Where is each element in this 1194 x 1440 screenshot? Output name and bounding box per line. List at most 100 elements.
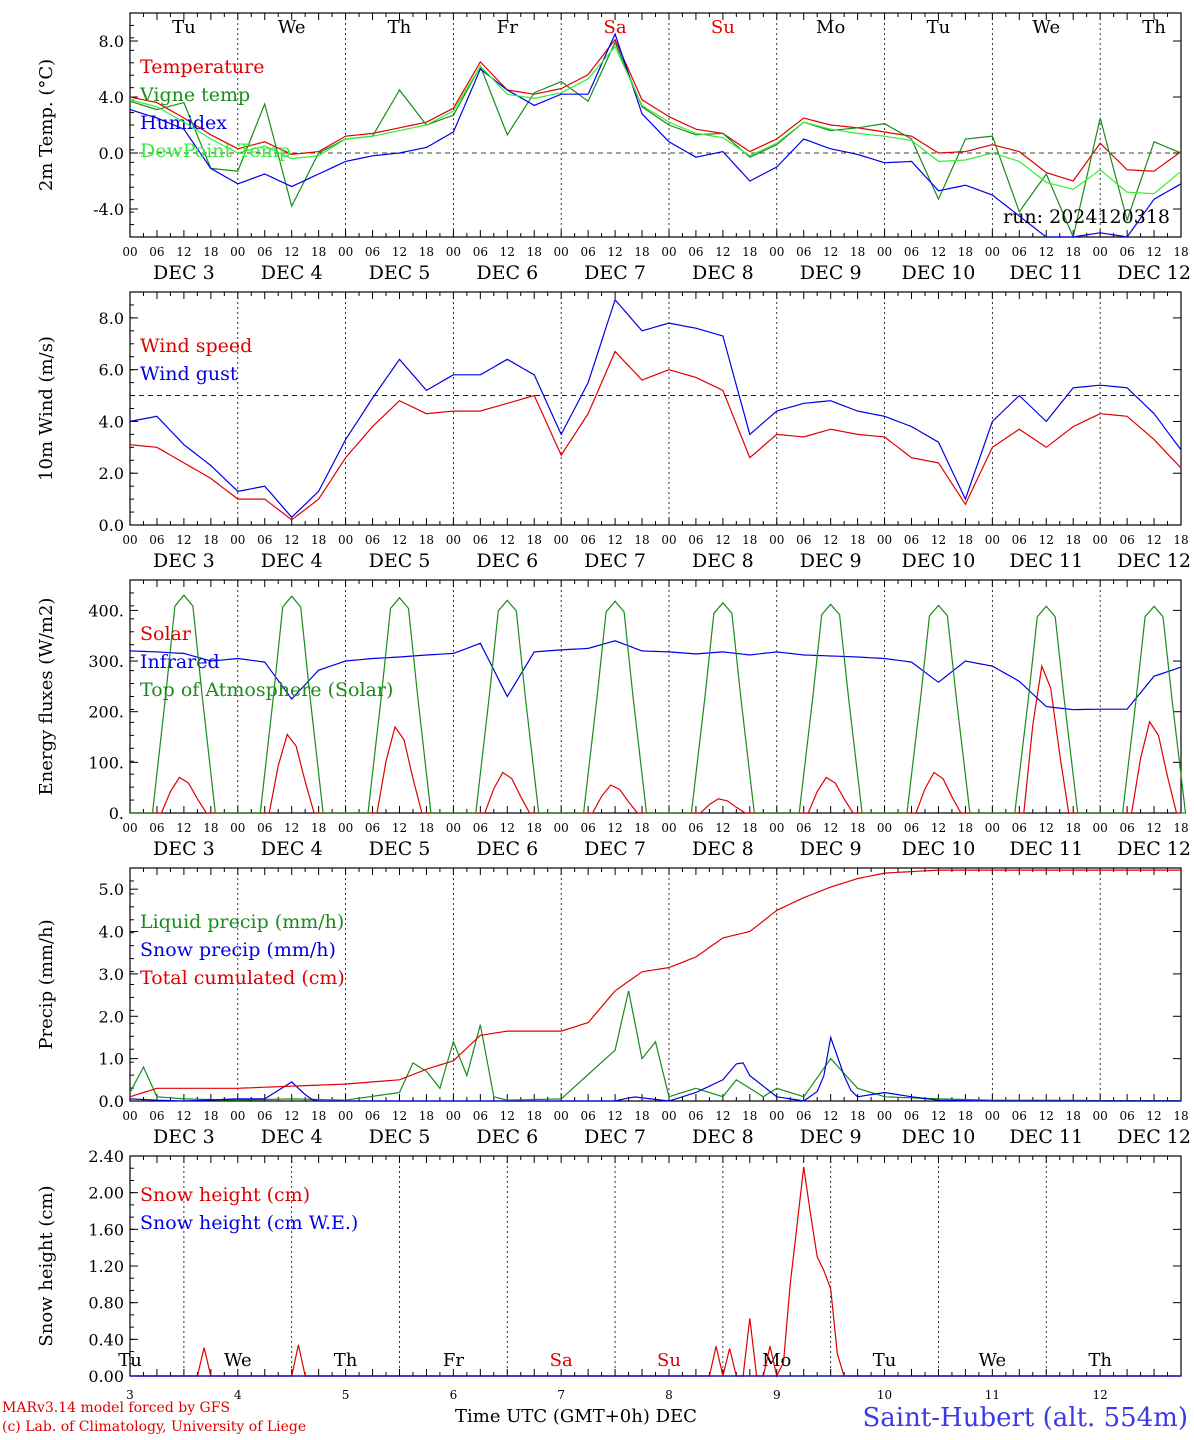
- hour-tick-label: 06: [796, 821, 811, 835]
- y-axis-title: 2m Temp. (°C): [36, 59, 57, 191]
- y-tick-label: 6.0: [99, 361, 124, 380]
- hour-tick-label: 18: [850, 533, 865, 547]
- y-axis-title: Snow height (cm): [36, 1185, 57, 1346]
- hour-tick-label: 06: [257, 821, 272, 835]
- date-label: DEC 9: [800, 838, 862, 860]
- weekday-label: We: [979, 1350, 1007, 1371]
- panel-3: 400. 300. 200. 100. 0. Energy fluxes (W/m2) 00…: [36, 579, 1191, 860]
- hour-tick-label: 06: [904, 533, 919, 547]
- y-tick-label: 0.0: [99, 516, 124, 535]
- y-tick-label: 0.0: [99, 144, 124, 163]
- hour-tick-label: 18: [1173, 245, 1188, 259]
- hour-tick-label: 06: [904, 245, 919, 259]
- hour-tick-label: 06: [473, 821, 488, 835]
- hour-tick-label: 18: [527, 1109, 542, 1123]
- date-label: DEC 4: [261, 838, 323, 860]
- hour-tick-label: 06: [365, 533, 380, 547]
- hour-tick-label: 06: [1119, 821, 1134, 835]
- series-line-1: [129, 350, 1182, 521]
- hour-tick-label: 18: [419, 533, 434, 547]
- hour-tick-label: 12: [176, 533, 191, 547]
- hour-tick-label: 18: [311, 245, 326, 259]
- hour-tick-label: 06: [688, 533, 703, 547]
- hour-tick-label: 00: [1093, 533, 1108, 547]
- hour-tick-label: 00: [877, 533, 892, 547]
- hour-tick-label: 18: [1173, 533, 1188, 547]
- y-tick-label: 0.0: [99, 1092, 124, 1111]
- hour-tick-label: 12: [176, 245, 191, 259]
- panel-5: 2.40 2.00 1.60 1.20 0.80 0.40 0.00 Snow height …: [36, 1147, 1182, 1400]
- model-credit-line1: MARv3.14 model forced by GFS: [2, 1400, 231, 1416]
- date-label: DEC 12: [1117, 1126, 1191, 1148]
- hour-tick-label: 12: [715, 533, 730, 547]
- hour-tick-label: 12: [931, 821, 946, 835]
- legend-entry: Humidex: [140, 112, 227, 134]
- hour-tick-label: 00: [338, 533, 353, 547]
- hour-tick-label: 06: [688, 1109, 703, 1123]
- legend-entry: Total cumulated (cm): [140, 967, 345, 989]
- hour-tick-label: 00: [554, 533, 569, 547]
- y-tick-label: 300.: [88, 652, 124, 671]
- hour-tick-label: 18: [311, 533, 326, 547]
- legend-entry: Snow height (cm): [140, 1184, 310, 1206]
- hour-tick-label: 12: [176, 821, 191, 835]
- hour-tick-label: 00: [230, 245, 245, 259]
- hour-tick-label: 00: [446, 821, 461, 835]
- date-label: DEC 6: [476, 262, 538, 284]
- date-label: DEC 11: [1009, 550, 1083, 572]
- series-line-2: [129, 640, 1182, 711]
- date-label: DEC 3: [153, 550, 215, 572]
- hour-tick-label: 18: [1066, 245, 1081, 259]
- y-tick-label: 2.40: [88, 1147, 124, 1166]
- hour-tick-label: 00: [769, 245, 784, 259]
- hour-tick-label: 00: [769, 533, 784, 547]
- day-number-label: 11: [985, 1388, 1000, 1400]
- panel-4: 5.0 4.0 3.0 2.0 1.0 0.0 Precip (mm/h) 00 06 12 18 0…: [36, 867, 1191, 1148]
- hour-tick-label: 18: [634, 1109, 649, 1123]
- hour-tick-label: 06: [473, 533, 488, 547]
- hour-tick-label: 18: [958, 533, 973, 547]
- hour-tick-label: 00: [230, 533, 245, 547]
- hour-tick-label: 18: [742, 1109, 757, 1123]
- date-label: DEC 3: [153, 1126, 215, 1148]
- hour-tick-label: 12: [284, 245, 299, 259]
- hour-tick-label: 18: [742, 533, 757, 547]
- hour-tick-label: 00: [661, 1109, 676, 1123]
- hour-tick-label: 00: [122, 1109, 137, 1123]
- date-label: DEC 12: [1117, 550, 1191, 572]
- weekday-label: Th: [1142, 17, 1166, 38]
- y-tick-label: 0.00: [88, 1367, 124, 1386]
- hour-tick-label: 18: [203, 821, 218, 835]
- hour-tick-label: 00: [877, 245, 892, 259]
- hour-tick-label: 00: [1093, 821, 1108, 835]
- hour-tick-label: 18: [203, 533, 218, 547]
- hour-tick-label: 06: [580, 533, 595, 547]
- weekday-label: Tu: [172, 17, 196, 38]
- hour-tick-label: 18: [1173, 1109, 1188, 1123]
- hour-tick-label: 18: [1173, 821, 1188, 835]
- hour-tick-label: 00: [230, 1109, 245, 1123]
- legend-entry: Snow height (cm W.E.): [140, 1212, 358, 1234]
- hour-tick-label: 12: [500, 821, 515, 835]
- y-tick-label: 4.0: [99, 88, 124, 107]
- hour-tick-label: 18: [1066, 1109, 1081, 1123]
- hour-tick-label: 12: [1146, 245, 1161, 259]
- hour-tick-label: 00: [985, 821, 1000, 835]
- y-tick-label: 4.0: [99, 412, 124, 431]
- hour-tick-label: 12: [1039, 821, 1054, 835]
- date-label: DEC 8: [692, 262, 754, 284]
- hour-tick-label: 06: [904, 1109, 919, 1123]
- y-tick-label: 0.40: [88, 1330, 124, 1349]
- weekday-label: Tu: [873, 1350, 897, 1371]
- hour-tick-label: 18: [1066, 821, 1081, 835]
- hour-tick-label: 18: [203, 245, 218, 259]
- hour-tick-label: 18: [958, 245, 973, 259]
- series-line-2: [129, 40, 1182, 239]
- hour-tick-label: 18: [850, 821, 865, 835]
- hour-tick-label: 18: [958, 821, 973, 835]
- hour-tick-label: 06: [365, 245, 380, 259]
- hour-tick-label: 06: [796, 533, 811, 547]
- meteogram: 8.0 4.0 0.0 -4.0 2m Temp. (°C) 00 06 12 18 00 06 12…: [36, 12, 1191, 1400]
- hour-tick-label: 00: [769, 821, 784, 835]
- weekday-label: Sa: [604, 17, 627, 38]
